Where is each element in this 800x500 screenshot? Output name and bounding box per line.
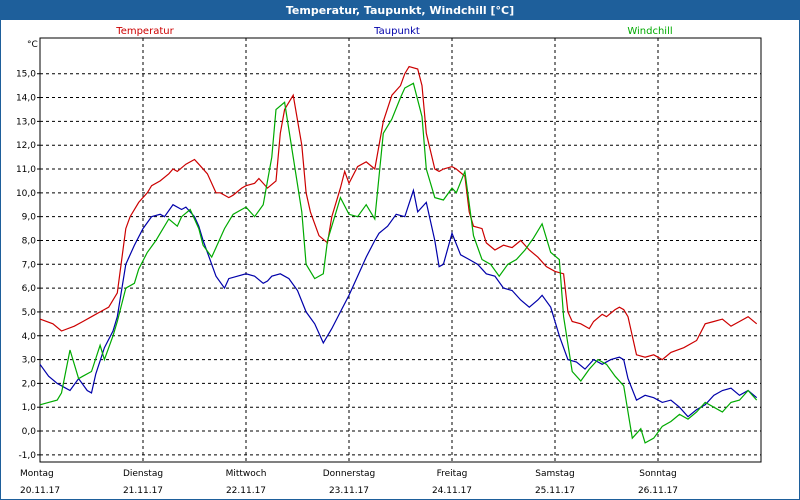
y-axis-unit-label: °C bbox=[27, 40, 38, 50]
legend-entry-taupunkt: Taupunkt bbox=[373, 26, 420, 37]
series-line-taupunkt bbox=[39, 188, 758, 418]
y-tick-label: 2,0 bbox=[22, 379, 37, 389]
plot-area bbox=[39, 37, 762, 463]
x-day-date: 25.11.17 bbox=[535, 486, 575, 496]
y-tick-label: -1,0 bbox=[18, 451, 36, 461]
legend-entry-temperatur: Temperatur bbox=[115, 26, 174, 37]
y-tick-label: 8,0 bbox=[22, 236, 37, 246]
grid-lines bbox=[40, 38, 761, 462]
x-day-name: Samstag bbox=[535, 469, 574, 479]
chart-title: Temperatur, Taupunkt, Windchill [°C] bbox=[1, 1, 799, 20]
y-tick-label: 10,0 bbox=[16, 189, 36, 199]
legend-entry-windchill: Windchill bbox=[627, 26, 672, 37]
y-tick-label: 12,0 bbox=[16, 141, 36, 151]
y-tick-label: 15,0 bbox=[16, 70, 36, 80]
x-day-date: 23.11.17 bbox=[329, 486, 369, 496]
y-tick-label: 4,0 bbox=[22, 332, 37, 342]
x-day-name: Dienstag bbox=[123, 469, 163, 479]
legend: Temperatur Taupunkt Windchill bbox=[115, 26, 672, 37]
series-line-temperatur bbox=[39, 65, 758, 361]
series-lines bbox=[39, 65, 758, 444]
x-axis-day-labels: Montag 20.11.17 Dienstag 21.11.17 Mittwoch 22… bbox=[20, 469, 678, 496]
x-day-name: Mittwoch bbox=[226, 469, 267, 479]
y-tick-label: 14,0 bbox=[16, 94, 36, 104]
y-axis-ticks: °C 15,0 14,0 13,0 12,0 11,0 10,0 9,0 8,0 7,0 6,0 5,… bbox=[16, 40, 40, 461]
series-line-windchill bbox=[39, 82, 758, 444]
y-tick-label: 13,0 bbox=[16, 117, 36, 127]
y-tick-label: 9,0 bbox=[22, 213, 37, 223]
y-tick-label: 11,0 bbox=[16, 165, 36, 175]
x-day-name: Sonntag bbox=[639, 469, 676, 479]
x-day-name: Donnerstag bbox=[323, 469, 376, 479]
x-day-date: 22.11.17 bbox=[226, 486, 266, 496]
y-tick-label: 6,0 bbox=[22, 284, 37, 294]
y-tick-label: 5,0 bbox=[22, 308, 37, 318]
x-day-date: 20.11.17 bbox=[20, 486, 60, 496]
y-tick-label: 3,0 bbox=[22, 356, 37, 366]
y-tick-label: 0,0 bbox=[22, 427, 37, 437]
x-day-date: 24.11.17 bbox=[432, 486, 472, 496]
x-day-name: Freitag bbox=[437, 469, 468, 479]
x-day-name: Montag bbox=[20, 469, 54, 479]
x-day-date: 21.11.17 bbox=[123, 486, 163, 496]
x-day-date: 26.11.17 bbox=[638, 486, 678, 496]
y-tick-label: 7,0 bbox=[22, 260, 37, 270]
y-tick-label: 1,0 bbox=[22, 403, 37, 413]
